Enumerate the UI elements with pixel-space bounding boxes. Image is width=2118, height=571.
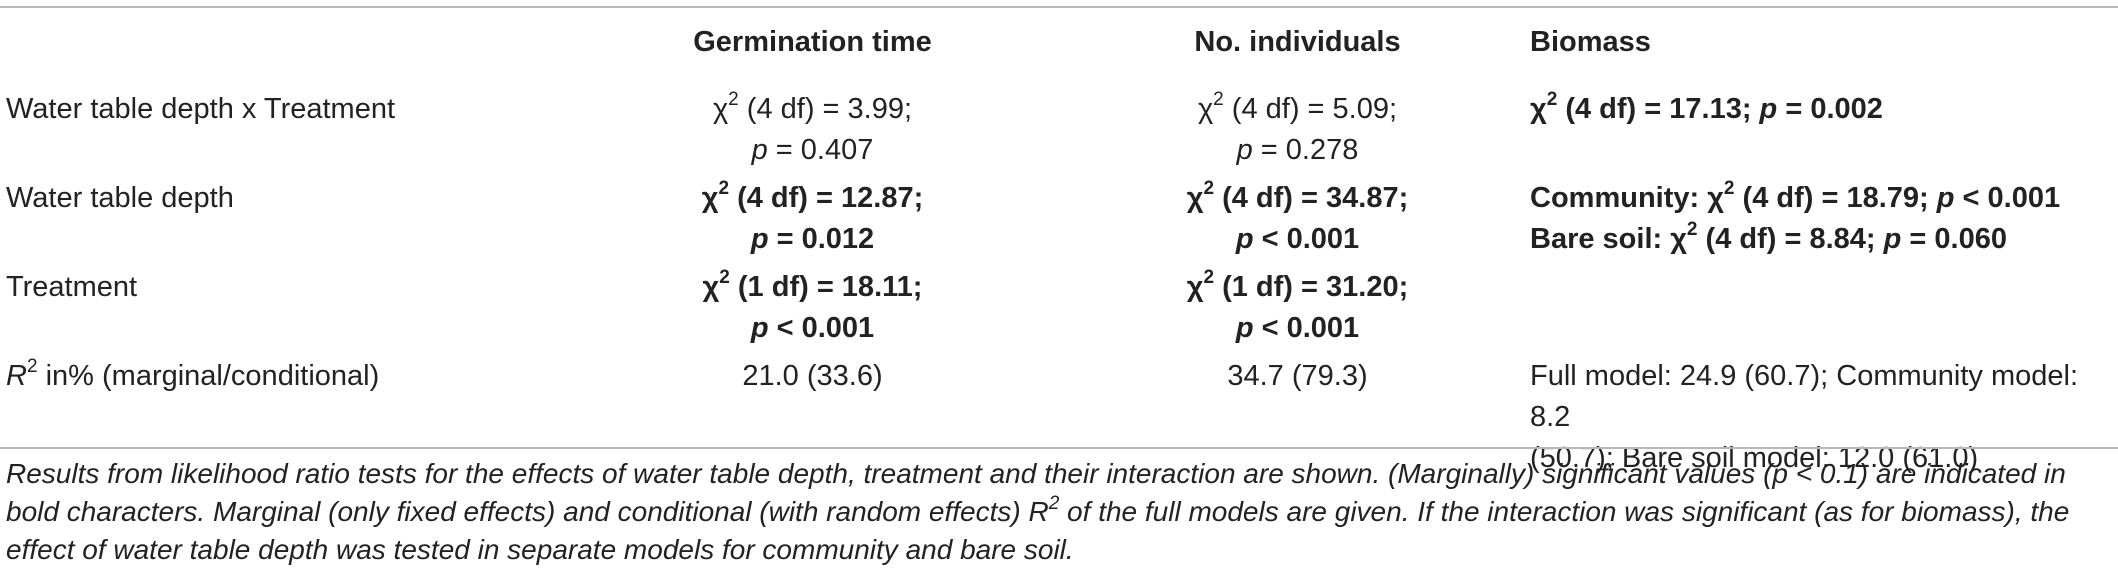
row-label: Treatment [6, 271, 138, 303]
row-label: Water table depth [6, 182, 234, 214]
cell-biomass [1530, 260, 2118, 349]
table-row: Treatment χ2 (1 df) = 18.11; p < 0.001 χ… [0, 260, 2118, 349]
cell-germination-time: χ2 (1 df) = 18.11; p < 0.001 [702, 267, 923, 344]
header-biomass: Biomass [1530, 26, 1651, 58]
cell-no-individuals: χ2 (4 df) = 34.87; p < 0.001 [1186, 178, 1409, 255]
row-label: Water table depth x Treatment [6, 93, 396, 125]
table-top-rule [0, 6, 2118, 8]
cell-biomass: χ2 (4 df) = 17.13; p = 0.002 [1530, 89, 1883, 125]
cell-no-individuals: χ2 (1 df) = 31.20; p < 0.001 [1186, 267, 1409, 344]
cell-no-individuals: χ2 (4 df) = 5.09; p = 0.278 [1197, 89, 1398, 166]
cell-germination-time: χ2 (4 df) = 12.87; p = 0.012 [701, 178, 924, 255]
cell-no-individuals: 34.7 (79.3) [1227, 360, 1368, 392]
header-empty [0, 10, 560, 82]
header-germination-time: Germination time [693, 26, 932, 58]
cell-biomass: Community: χ2 (4 df) = 18.79; p < 0.001 … [1530, 171, 2118, 260]
results-table: Germination time No. individuals Biomass… [0, 10, 2118, 479]
table-row: Water table depth χ2 (4 df) = 12.87; p =… [0, 171, 2118, 260]
row-label: R2 in% (marginal/conditional) [6, 356, 380, 392]
table-caption: Results from likelihood ratio tests for … [6, 458, 2070, 565]
table-bottom-rule [0, 447, 2118, 449]
biomass-bare-soil: Bare soil: χ2 (4 df) = 8.84; p = 0.060 [1530, 219, 2007, 255]
cell-germination-time: 21.0 (33.6) [742, 360, 883, 392]
header-row: Germination time No. individuals Biomass [0, 10, 2118, 82]
biomass-community: Community: χ2 (4 df) = 18.79; p < 0.001 [1530, 178, 2061, 214]
table-row: Water table depth x Treatment χ2 (4 df) … [0, 82, 2118, 171]
header-no-individuals: No. individuals [1194, 26, 1401, 58]
cell-germination-time: χ2 (4 df) = 3.99; p = 0.407 [712, 89, 913, 166]
